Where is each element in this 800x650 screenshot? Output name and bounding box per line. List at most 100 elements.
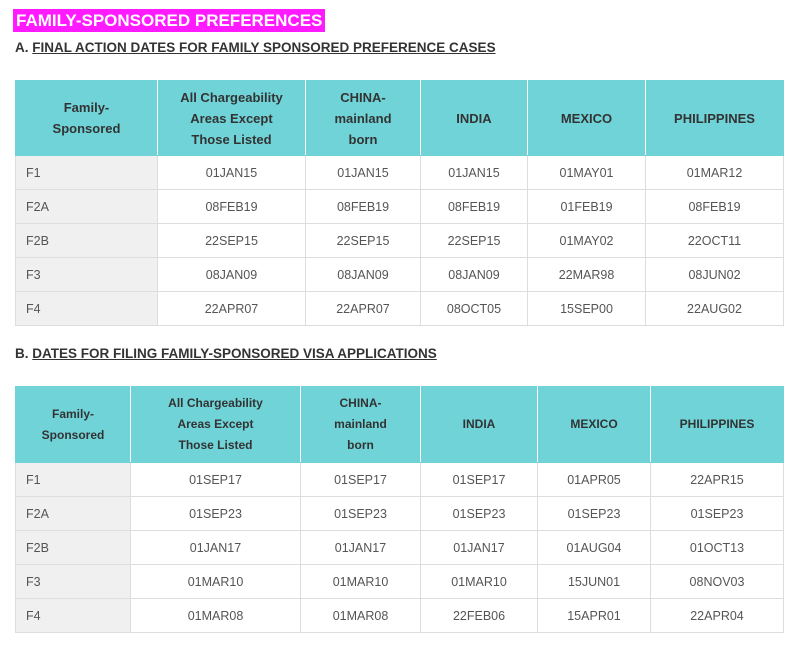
date-cell: 22FEB06 — [420, 598, 538, 633]
header-line: PHILIPPINES — [679, 417, 755, 431]
table-row: F2A 01SEP23 01SEP23 01SEP23 01SEP23 01SEP23 — [15, 496, 784, 531]
date-cell: 01SEP17 — [420, 462, 538, 497]
table-row: F2A 08FEB19 08FEB19 08FEB19 01FEB19 08FEB19 — [15, 189, 784, 224]
date-cell: 01MAR10 — [300, 564, 421, 599]
date-cell: 22APR07 — [157, 291, 306, 326]
date-cell: 15JUN01 — [537, 564, 651, 599]
column-header: MEXICO — [537, 386, 651, 463]
column-header: All Chargeability Areas Except Those Liste… — [157, 80, 306, 156]
header-line: Sponsored — [41, 427, 105, 442]
date-cell: 01SEP23 — [537, 496, 651, 531]
date-cell: 01MAY02 — [527, 223, 646, 258]
date-cell: 01SEP17 — [130, 462, 301, 497]
date-cell: 01AUG04 — [537, 530, 651, 565]
date-cell: 08FEB19 — [305, 189, 421, 224]
date-cell: 22SEP15 — [305, 223, 421, 258]
header-line: Areas Except — [190, 110, 273, 126]
header-line: Areas Except — [177, 417, 254, 431]
date-cell: 01SEP23 — [300, 496, 421, 531]
column-header: CHINA-mainland born — [305, 80, 421, 156]
column-header: Family- Sponsored — [15, 386, 131, 463]
category-cell: F2A — [15, 189, 158, 224]
date-cell: 08NOV03 — [650, 564, 784, 599]
date-cell: 08JUN02 — [645, 257, 784, 292]
table-row: F2B 22SEP15 22SEP15 22SEP15 01MAY02 22OCT11 — [15, 223, 784, 258]
column-header: All Chargeability Areas Except Those Liste… — [130, 386, 301, 463]
header-line: MEXICO — [570, 417, 618, 431]
category-cell: F1 — [15, 462, 131, 497]
date-cell: 01SEP23 — [420, 496, 538, 531]
category-cell: F2B — [15, 530, 131, 565]
date-cell: 01JAN15 — [157, 155, 306, 190]
date-cell: 01MAR08 — [300, 598, 421, 633]
date-cell: 22SEP15 — [420, 223, 528, 258]
date-cell: 01JAN17 — [130, 530, 301, 565]
header-line: Those Listed — [178, 438, 253, 452]
header-line: mainland — [334, 417, 387, 431]
date-cell: 01MAR12 — [645, 155, 784, 190]
category-cell: F1 — [15, 155, 158, 190]
category-cell: F2B — [15, 223, 158, 258]
date-cell: 01JAN15 — [420, 155, 528, 190]
date-cell: 08FEB19 — [645, 189, 784, 224]
date-cell: 01SEP23 — [130, 496, 301, 531]
table-row: F4 01MAR08 01MAR08 22FEB06 15APR01 22APR04 — [15, 598, 784, 633]
date-cell: 01JAN17 — [300, 530, 421, 565]
header-line: CHINA- — [340, 89, 386, 105]
date-cell: 01JAN17 — [420, 530, 538, 565]
table-row: F3 01MAR10 01MAR10 01MAR10 15JUN01 08NOV03 — [15, 564, 784, 599]
header-line: born — [348, 131, 378, 147]
date-cell: 08FEB19 — [420, 189, 528, 224]
header-row: Family- Sponsored All Chargeability Areas E… — [15, 386, 784, 463]
column-header: CHINA-mainland born — [300, 386, 421, 463]
table: Family- Sponsored All Chargeability Areas E… — [15, 80, 784, 326]
date-cell: 22SEP15 — [157, 223, 306, 258]
header-line: CHINA- — [339, 396, 382, 410]
date-cell: 01FEB19 — [527, 189, 646, 224]
date-cell: 15SEP00 — [527, 291, 646, 326]
column-header: Family- Sponsored — [15, 80, 158, 156]
category-cell: F4 — [15, 291, 158, 326]
header-row: Family- Sponsored All Chargeability Areas E… — [15, 80, 784, 156]
table-row: F4 22APR07 22APR07 08OCT05 15SEP00 22AUG02 — [15, 291, 784, 326]
date-cell: 01JAN15 — [305, 155, 421, 190]
date-cell: 08JAN09 — [420, 257, 528, 292]
date-cell: 01MAR10 — [130, 564, 301, 599]
header-line: PHILIPPINES — [674, 110, 755, 126]
header-line: Family- — [51, 406, 94, 421]
page-title: FAMILY-SPONSORED PREFERENCES — [13, 9, 326, 32]
date-cell: 01MAR08 — [130, 598, 301, 633]
header-line: All Chargeability — [168, 396, 263, 410]
section-title: DATES FOR FILING FAMILY-SPONSORED VISA A… — [32, 346, 437, 361]
date-cell: 08FEB19 — [157, 189, 306, 224]
table-row: F3 08JAN09 08JAN09 08JAN09 22MAR98 08JUN02 — [15, 257, 784, 292]
header-line: mainland — [334, 110, 392, 126]
category-cell: F3 — [15, 257, 158, 292]
table: Family- Sponsored All Chargeability Areas E… — [15, 386, 784, 633]
header-line: All Chargeability — [180, 89, 283, 105]
date-cell: 22APR04 — [650, 598, 784, 633]
date-cell: 08JAN09 — [157, 257, 306, 292]
date-cell: 01MAY01 — [527, 155, 646, 190]
section-title: FINAL ACTION DATES FOR FAMILY SPONSORED … — [32, 40, 496, 55]
table-row: F2B 01JAN17 01JAN17 01JAN17 01AUG04 01OCT13 — [15, 530, 784, 565]
table-row: F1 01JAN15 01JAN15 01JAN15 01MAY01 01MAR12 — [15, 155, 784, 190]
date-cell: 08OCT05 — [420, 291, 528, 326]
date-cell: 22MAR98 — [527, 257, 646, 292]
date-cell: 22AUG02 — [645, 291, 784, 326]
date-cell: 01APR05 — [537, 462, 651, 497]
date-cell: 01OCT13 — [650, 530, 784, 565]
date-cell: 01SEP17 — [300, 462, 421, 497]
header-line: INDIA — [462, 417, 496, 431]
date-cell: 01SEP23 — [650, 496, 784, 531]
date-cell: 22APR15 — [650, 462, 784, 497]
category-cell: F2A — [15, 496, 131, 531]
date-cell: 08JAN09 — [305, 257, 421, 292]
column-header: INDIA — [420, 80, 528, 156]
header-line: Those Listed — [191, 131, 272, 147]
section-heading: A. FINAL ACTION DATES FOR FAMILY SPONSOR… — [15, 40, 496, 55]
column-header: INDIA — [420, 386, 538, 463]
section-heading: B. DATES FOR FILING FAMILY-SPONSORED VIS… — [15, 346, 437, 361]
header-line: Sponsored — [52, 121, 121, 136]
